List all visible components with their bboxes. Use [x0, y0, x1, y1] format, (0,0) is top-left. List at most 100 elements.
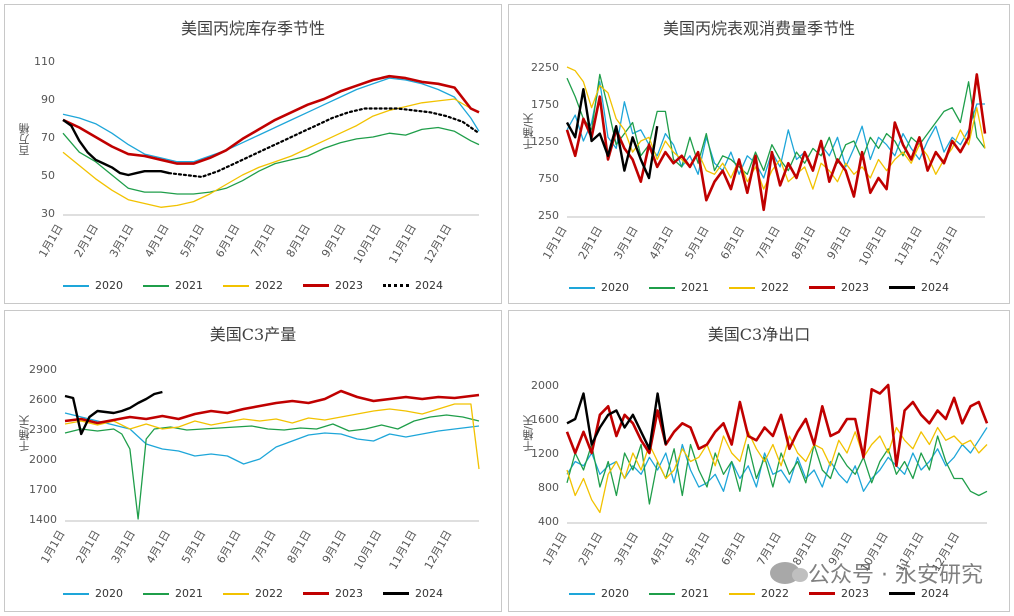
- legend-label: 2021: [175, 587, 203, 600]
- series-line-2021: [64, 414, 480, 520]
- legend-swatch: [569, 592, 595, 595]
- y-tick-label: 1700: [29, 483, 57, 496]
- series-line-2022: [64, 403, 480, 470]
- x-tick-label: 1月1日: [540, 224, 569, 262]
- chart-title: 美国丙烷表观消费量季节性: [662, 19, 855, 38]
- legend-item-2024: 2024: [383, 279, 443, 292]
- wechat-icon: [770, 562, 809, 584]
- legend-label: 2023: [335, 279, 363, 292]
- y-tick-label: 750: [538, 172, 559, 185]
- legend-item-2021: 2021: [649, 587, 709, 600]
- legend-item-2022: 2022: [223, 587, 283, 600]
- series-line-2023: [64, 389, 480, 425]
- legend-label: 2023: [841, 281, 869, 294]
- x-tick-label: 3月1日: [611, 224, 640, 262]
- x-tick-label: 12月1日: [928, 224, 961, 268]
- x-tick-label: 11月1日: [387, 528, 420, 572]
- legend-swatch: [303, 592, 329, 595]
- legend-label: 2023: [841, 587, 869, 600]
- x-tick-label: 8月1日: [789, 224, 818, 262]
- chart-propane-inventory: 30 50 70 90 110 1月1日 2月1日 3月1日 4月1日 5月1日 6月1日 7月1日 8…: [34, 55, 481, 266]
- y-tick-label: 110: [34, 55, 55, 68]
- x-tick-label: 7月1日: [248, 222, 277, 260]
- watermark: 公众号 · 永安研究: [770, 557, 983, 589]
- legend: 2020 2021 2022 2023 2024: [5, 587, 501, 600]
- legend-label: 2022: [761, 281, 789, 294]
- x-tick-label: 9月1日: [320, 528, 349, 566]
- x-tick-label: 2月1日: [72, 222, 101, 260]
- y-tick-label: 2000: [531, 379, 559, 392]
- legend-item-2023: 2023: [809, 587, 869, 600]
- x-tick-label: 6月1日: [214, 528, 243, 566]
- panel-propane-inventory: 美国丙烷库存季节性 百万桶 30 50 70 90 110 1月1日 2月1日 3月1日 4月1…: [4, 4, 502, 304]
- panel-c3-net-exports: 美国C3净出口 千桶/天 400 800 1200 1600 2000 1月1日 2月1日 3…: [508, 310, 1010, 612]
- x-tick-label: 6月1日: [719, 530, 748, 568]
- legend-label: 2021: [681, 587, 709, 600]
- panel-c3-production: 美国C3产量 千桶/天 1400 1700 2000 2300 2600 2900 1月1日…: [4, 310, 502, 612]
- legend-label: 2022: [255, 587, 283, 600]
- legend-item-2024: 2024: [889, 281, 949, 294]
- x-tick-label: 3月1日: [109, 528, 138, 566]
- legend-label: 2020: [95, 279, 123, 292]
- x-tick-label: 10月1日: [351, 222, 384, 266]
- chart-propane-consumption: 250 750 1250 1750 2250 1月1日 2月1日 3月1日 4月1日 5月1日 6月…: [531, 61, 987, 268]
- legend-label: 2020: [95, 587, 123, 600]
- legend-swatch: [223, 284, 249, 287]
- legend-swatch: [143, 592, 169, 595]
- x-tick-label: 11月1日: [386, 222, 419, 266]
- y-tick-label: 2300: [29, 423, 57, 436]
- series-line-2024: [566, 392, 667, 450]
- x-tick-label: 9月1日: [319, 222, 348, 260]
- x-tick-label: 8月1日: [285, 528, 314, 566]
- x-tick-label: 12月1日: [422, 528, 455, 572]
- legend-swatch: [649, 286, 675, 289]
- y-tick-label: 400: [538, 515, 559, 528]
- series-line-2023: [62, 74, 480, 165]
- x-tick-label: 2月1日: [576, 224, 605, 262]
- series-line-2021: [566, 73, 986, 175]
- x-tick-label: 4月1日: [647, 530, 676, 568]
- y-tick-label: 2900: [29, 363, 57, 376]
- x-tick-label: 1月1日: [38, 528, 67, 566]
- y-tick-label: 2250: [531, 61, 559, 74]
- chart-title: 美国C3净出口: [707, 325, 811, 344]
- x-tick-label: 3月1日: [107, 222, 136, 260]
- legend-item-2024: 2024: [889, 587, 949, 600]
- x-tick-label: 1月1日: [36, 222, 65, 260]
- legend-swatch: [223, 592, 249, 595]
- legend-item-2021: 2021: [649, 281, 709, 294]
- legend-swatch: [383, 284, 409, 287]
- legend-label: 2024: [921, 587, 949, 600]
- series-line-2023: [565, 383, 989, 468]
- legend-item-2022: 2022: [729, 281, 789, 294]
- legend-item-2020: 2020: [569, 587, 629, 600]
- x-tick-label: 10月1日: [351, 528, 384, 572]
- legend-item-2022: 2022: [729, 587, 789, 600]
- series-line-2024: [64, 390, 163, 436]
- y-tick-label: 1250: [531, 135, 559, 148]
- legend-item-2023: 2023: [809, 281, 869, 294]
- legend-item-2020: 2020: [63, 587, 123, 600]
- legend: 2020 2021 2022 2023 2024: [5, 279, 501, 292]
- y-tick-label: 250: [538, 209, 559, 222]
- panel-propane-consumption: 美国丙烷表观消费量季节性 千桶/天 250 750 1250 1750 2250 1月1日…: [508, 4, 1010, 304]
- legend-item-2021: 2021: [143, 279, 203, 292]
- legend-swatch: [303, 284, 329, 287]
- legend-swatch: [809, 592, 835, 595]
- y-tick-label: 50: [41, 169, 55, 182]
- y-tick-label: 70: [41, 131, 55, 144]
- x-tick-label: 6月1日: [213, 222, 242, 260]
- series-line-2024: [565, 88, 659, 180]
- series-line-2020: [64, 412, 480, 465]
- legend-label: 2024: [415, 587, 443, 600]
- series-line-2024-forecast: [167, 107, 481, 179]
- y-tick-label: 1750: [531, 98, 559, 111]
- x-tick-label: 4月1日: [144, 528, 173, 566]
- y-tick-label: 1600: [531, 413, 559, 426]
- x-tick-label: 5月1日: [179, 528, 208, 566]
- x-tick-label: 6月1日: [718, 224, 747, 262]
- y-tick-label: 2600: [29, 393, 57, 406]
- legend-swatch: [889, 592, 915, 595]
- legend-label: 2020: [601, 281, 629, 294]
- series-line-2020: [62, 77, 480, 163]
